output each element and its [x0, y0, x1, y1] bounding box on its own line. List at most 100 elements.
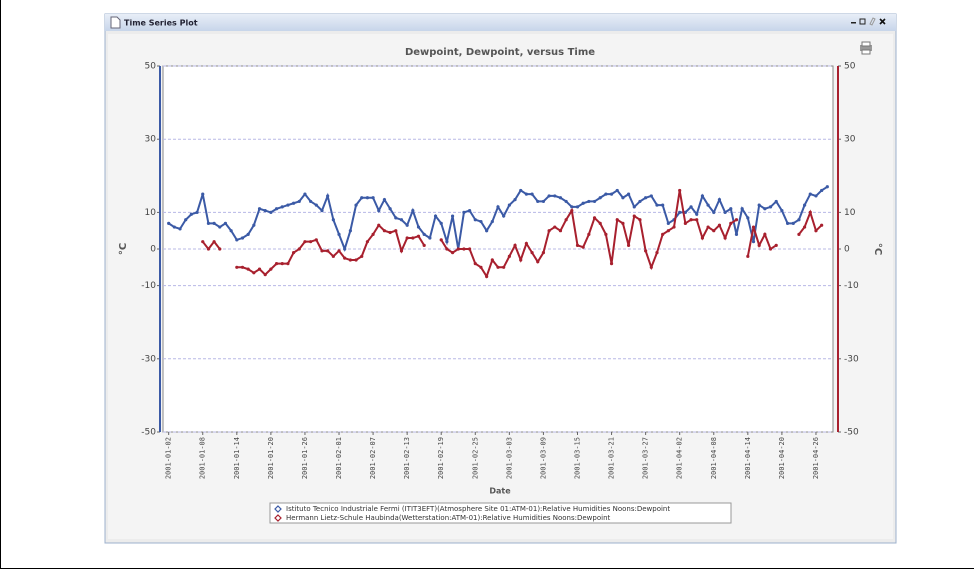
series-line — [201, 240, 221, 251]
close-button[interactable] — [879, 18, 886, 25]
data-point — [729, 207, 733, 211]
data-point — [360, 196, 364, 200]
data-point — [763, 207, 767, 211]
data-point — [723, 236, 727, 240]
data-point — [564, 218, 568, 222]
y2-axis-label: °C — [872, 243, 883, 255]
y2-tick-label: 30 — [844, 135, 856, 145]
y2-tick-label: -10 — [844, 281, 859, 291]
data-point — [581, 201, 585, 205]
data-point — [269, 267, 273, 271]
data-point — [371, 232, 375, 236]
data-point — [263, 208, 267, 213]
data-point — [223, 221, 228, 225]
data-point — [814, 194, 818, 198]
data-point — [433, 214, 438, 218]
data-point — [598, 221, 602, 225]
data-point — [479, 219, 483, 224]
data-point — [246, 267, 250, 271]
data-point — [638, 199, 642, 204]
data-point — [343, 256, 347, 260]
x-tick-label: 2001-01-20 — [267, 437, 275, 479]
data-point — [621, 221, 625, 225]
x-tick-label: 2001-03-09 — [539, 437, 547, 479]
data-point — [365, 240, 370, 244]
data-point — [252, 223, 256, 227]
data-point — [439, 238, 443, 242]
detach-button[interactable] — [869, 17, 876, 26]
data-point — [388, 230, 392, 235]
data-point — [291, 201, 296, 205]
data-point — [626, 192, 631, 196]
data-point — [678, 210, 682, 214]
data-point — [734, 232, 739, 236]
data-point — [644, 249, 648, 253]
window-title: Time Series Plot — [124, 19, 198, 28]
title-bar — [105, 14, 896, 31]
data-point — [547, 194, 551, 198]
minimize-button[interactable] — [851, 22, 856, 24]
y-tick-label: -50 — [141, 428, 156, 438]
data-point — [297, 247, 301, 251]
data-point — [439, 221, 443, 225]
data-point — [450, 251, 455, 255]
data-point — [615, 188, 619, 193]
data-point — [354, 203, 358, 207]
data-point — [592, 199, 597, 204]
data-point — [655, 251, 659, 255]
data-point — [428, 236, 432, 240]
data-point — [808, 192, 812, 196]
data-point — [706, 225, 710, 229]
y2-tick-label: 0 — [844, 245, 850, 255]
x-tick-label: 2001-03-15 — [573, 437, 581, 479]
y-tick-label: -30 — [141, 354, 156, 364]
data-point — [314, 203, 318, 207]
data-point — [808, 210, 812, 214]
data-point — [212, 240, 216, 244]
x-tick-label: 2001-04-26 — [812, 437, 820, 479]
data-point — [240, 265, 245, 269]
data-point — [541, 251, 546, 255]
window-icon — [110, 16, 121, 29]
data-point — [712, 229, 716, 233]
data-point — [172, 225, 176, 229]
print-button[interactable] — [860, 41, 872, 55]
data-point — [303, 192, 307, 196]
data-point — [803, 225, 807, 229]
data-point — [473, 262, 477, 266]
data-point — [570, 208, 574, 213]
data-point — [291, 251, 296, 255]
data-point — [445, 240, 449, 244]
data-point — [678, 188, 682, 193]
data-point — [604, 232, 608, 236]
data-point — [382, 197, 387, 202]
x-tick-label: 2001-01-02 — [165, 437, 173, 479]
data-point — [314, 238, 318, 242]
y-tick-label: 50 — [145, 62, 157, 72]
data-point — [519, 188, 523, 193]
data-point — [683, 221, 687, 225]
y-axis-label: °C — [118, 243, 129, 255]
data-point — [360, 254, 364, 258]
data-point — [286, 262, 290, 266]
data-point — [547, 229, 551, 233]
data-point — [274, 262, 279, 266]
data-point — [797, 232, 801, 236]
data-point — [638, 218, 642, 222]
data-point — [604, 192, 608, 196]
data-point — [689, 218, 693, 222]
x-tick-label: 2001-01-08 — [199, 437, 207, 479]
data-point — [768, 205, 773, 209]
data-point — [178, 227, 182, 231]
data-point — [609, 192, 614, 196]
x-axis-label: Date — [489, 487, 511, 496]
maximize-button[interactable] — [859, 18, 866, 25]
data-point — [587, 232, 591, 236]
data-point — [746, 216, 750, 220]
data-point — [377, 223, 381, 227]
data-point — [496, 265, 500, 269]
data-point — [553, 225, 557, 229]
x-tick-label: 2001-02-07 — [369, 437, 377, 479]
